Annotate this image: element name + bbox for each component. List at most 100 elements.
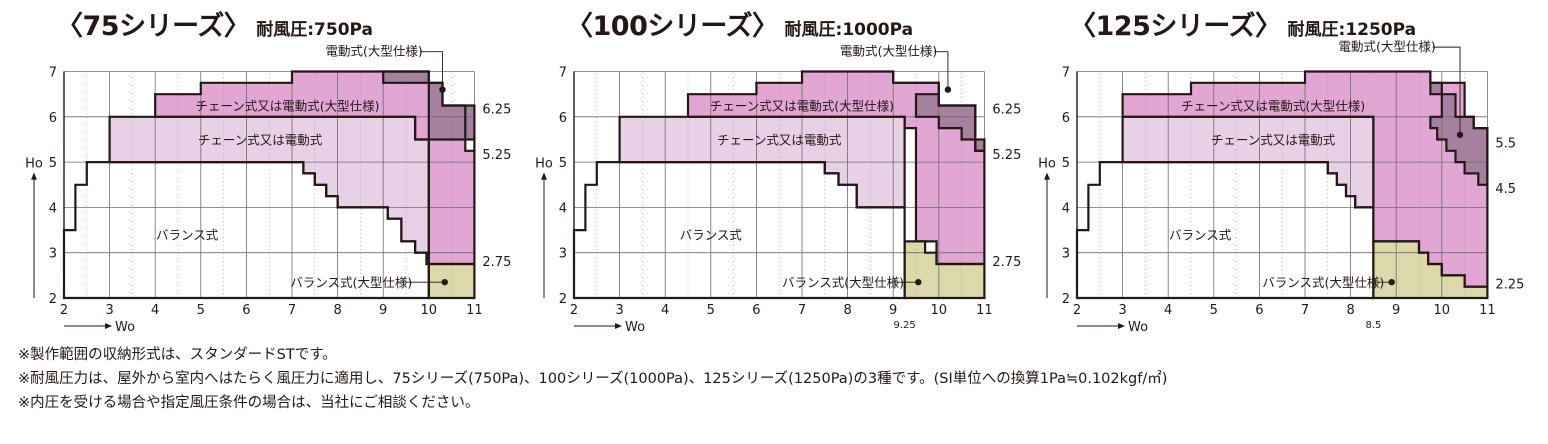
chart-x-axis-label: Wo (625, 320, 645, 335)
chart-svg: 2 3 4 5 6 7 8 9 10 11 2 3 4 5 6 7 Ho Wo チェーン式又は電動式(大型仕様) チェ… (25, 44, 511, 335)
chart-x-extra-tick-label: 9.25 (893, 320, 915, 331)
chart-y-tick-label: 6 (1062, 111, 1070, 126)
chart-y-tick-label: 5 (1062, 156, 1070, 171)
chart-y-tick-label: 4 (1062, 201, 1070, 216)
chart-region-label: バランス式 (156, 228, 219, 243)
chart-series-title: 〈125シリーズ〉 (1069, 11, 1282, 42)
chart-x-tick-label: 9 (1392, 303, 1400, 318)
chart-region-label: バランス式 (680, 228, 743, 243)
chart-y-axis-label: Ho (1038, 157, 1056, 172)
chart-x-tick-label: 8 (1346, 303, 1354, 318)
chart-title: 〈75シリーズ〉 耐風圧:750Pa (56, 4, 373, 43)
chart-callout-leader (934, 51, 949, 90)
chart-y-tick-label: 7 (1062, 66, 1070, 81)
chart-y-tick-label: 2 (559, 292, 567, 307)
chart-region-outline (382, 70, 476, 151)
chart-y-tick-label: 3 (559, 247, 567, 262)
chart-callout-leader (1432, 46, 1461, 135)
chart-x-arrow-head (615, 323, 623, 329)
footnote-consult: ※内圧を受ける場合や指定風圧条件の場合は、当社にご相談ください。 (18, 395, 480, 411)
chart-callout-dot (441, 278, 448, 286)
chart-x-tick-label: 4 (661, 303, 669, 318)
chart-x-axis-label: Wo (115, 320, 135, 335)
chart-callout-dot (944, 86, 952, 93)
chart-wind-pressure: 耐風圧:1250Pa (1287, 20, 1417, 40)
chart-right-value-label: 2.25 (1495, 278, 1524, 293)
chart-callout-label: 電動式(大型仕様) (1338, 39, 1435, 54)
chart-region-outline (892, 71, 986, 152)
chart-x-tick-label: 3 (1118, 303, 1126, 318)
chart-series-title: 〈100シリーズ〉 (566, 11, 779, 42)
chart-y-tick-label: 3 (1062, 247, 1070, 262)
chart-region-fill (1373, 241, 1488, 298)
chart-region-outline (1429, 71, 1489, 186)
chart-x-tick-label: 3 (615, 303, 623, 318)
chart-region-label: チェーン式又は電動式 (198, 132, 323, 147)
chart-x-tick-label: 11 (466, 303, 483, 318)
chart-region-label: バランス式 (1169, 228, 1232, 243)
chart-y-tick-label: 3 (49, 247, 57, 262)
chart-y-arrow-head (1044, 172, 1050, 180)
chart-y-arrow-head (541, 172, 547, 180)
chart-callout-label: 電動式(大型仕様) (325, 44, 422, 59)
chart-region-fill (904, 241, 985, 298)
chart-x-tick-label: 7 (798, 303, 806, 318)
chart-y-tick-label: 2 (1062, 292, 1070, 307)
chart-x-tick-label: 8 (843, 303, 851, 318)
chart-region-label: チェーン式又は電動式 (717, 132, 842, 147)
chart-y-arrow-head (31, 172, 37, 180)
chart-y-axis-label: Ho (25, 157, 43, 172)
chart-x-tick-label: 5 (707, 303, 715, 318)
chart-y-tick-label: 6 (559, 111, 567, 126)
chart-x-tick-label: 4 (151, 303, 159, 318)
chart-x-tick-label: 6 (242, 303, 250, 318)
chart-y-axis-label: Ho (535, 157, 553, 172)
chart-title: 〈100シリーズ〉 耐風圧:1000Pa (566, 4, 913, 43)
chart-x-axis-label: Wo (1128, 320, 1148, 335)
chart-region-outline (1372, 240, 1489, 300)
footnote-wind-pressure: ※耐風圧力は、屋外から室内へはたらく風圧力に適用し、75シリーズ(750Pa)、… (18, 371, 1168, 387)
chart-x-arrow-head (105, 323, 113, 329)
chart-x-tick-label: 7 (288, 303, 296, 318)
chart-title: 〈125シリーズ〉 耐風圧:1250Pa (1069, 4, 1416, 43)
chart-x-tick-label: 8 (333, 303, 341, 318)
chart-y-tick-label: 5 (559, 156, 567, 171)
footnotes: ※製作範囲の収納形式は、スタンダードSTです。 ※耐風圧力は、屋外から室内へはた… (18, 343, 1167, 415)
chart-right-value-label: 5.25 (482, 148, 511, 163)
chart-callout-label: バランス式(大型仕様) (290, 275, 412, 290)
chart-callout-dot (1388, 278, 1395, 286)
chart-callout-label: バランス式(大型仕様) (1262, 275, 1384, 290)
chart-y-tick-label: 6 (49, 111, 57, 126)
chart-region-fill (109, 116, 429, 264)
chart-callout-dot (439, 86, 446, 93)
chart-right-value-label: 5.25 (992, 148, 1021, 163)
chart-region-label: チェーン式又は電動式(大型仕様) (195, 98, 379, 113)
chart-region-outline (618, 115, 906, 209)
chart-right-value-label: 4.5 (1495, 182, 1516, 197)
chart-region-fill (574, 162, 905, 298)
chart-wind-pressure: 耐風圧:750Pa (256, 20, 373, 40)
chart-right-value-label: 6.25 (992, 102, 1021, 117)
chart-callout-label: バランス式(大型仕様) (782, 275, 904, 290)
chart-y-tick-label: 7 (49, 66, 57, 81)
chart-svg: 2 3 4 5 6 7 8 9 10 11 2 3 4 5 6 7 9.25 Ho Wo チェーン式又は電動式(大型仕… (535, 44, 1021, 335)
chart-x-tick-label: 10 (931, 303, 948, 318)
chart-x-tick-label: 11 (976, 303, 993, 318)
chart-region-label: チェーン式又は電動式 (1211, 132, 1336, 147)
chart-y-tick-label: 4 (559, 201, 567, 216)
chart-panel-125: 〈125シリーズ〉 耐風圧:1250Pa 2 3 4 5 6 7 8 9 10 11 2 3 4 5 6 7 8.… (1013, 0, 1529, 340)
chart-x-tick-label: 2 (1073, 303, 1081, 318)
chart-panel-75: 〈75シリーズ〉 耐風圧:750Pa 2 3 4 5 6 7 8 9 10 11 2 3 4 5 6 7 Ho Wo… (0, 0, 516, 340)
chart-x-tick-label: 9 (889, 303, 897, 318)
chart-callout-leader (419, 51, 443, 90)
footnote-storage: ※製作範囲の収納形式は、スタンダードSTです。 (18, 347, 337, 363)
chart-x-tick-label: 2 (60, 303, 68, 318)
chart-x-tick-label: 10 (421, 303, 438, 318)
chart-x-extra-tick-label: 8.5 (1365, 320, 1381, 331)
chart-region-fill (1077, 162, 1374, 298)
chart-right-value-label: 6.25 (482, 102, 511, 117)
chart-panel-100: 〈100シリーズ〉 耐風圧:1000Pa 2 3 4 5 6 7 8 9 10 11 2 3 4 5 6 7 9.… (510, 0, 1026, 340)
chart-x-tick-label: 9 (379, 303, 387, 318)
chart-callout-dot (1456, 131, 1464, 139)
chart-callout-dot (915, 278, 922, 286)
